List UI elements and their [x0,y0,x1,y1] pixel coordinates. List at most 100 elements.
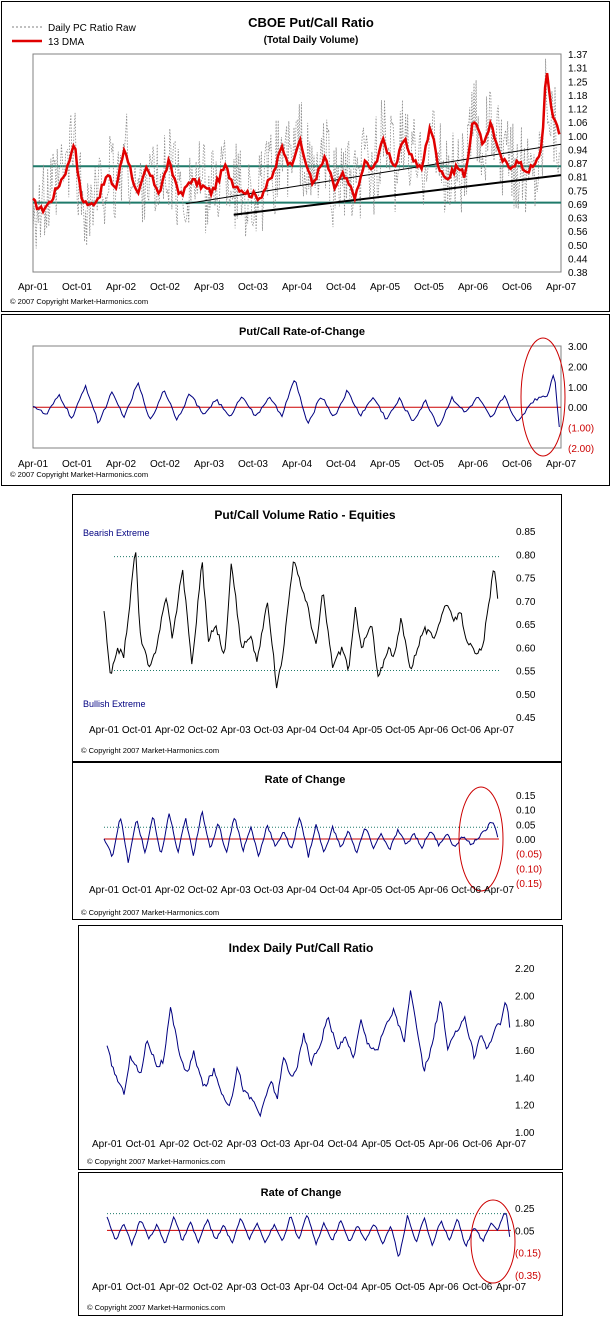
y-tick-label: 1.40 [515,1073,535,1084]
cboe-chart-panel: Daily PC Ratio Raw 13 DMA CBOE Put/Call … [1,1,610,312]
x-tick-label: Apr-05 [352,885,382,896]
y-tick-label: 0.55 [516,667,536,678]
y-tick-label: (0.15) [516,879,542,890]
x-tick-label: Apr-07 [496,1139,526,1150]
chart-title: Index Daily Put/Call Ratio [229,941,374,955]
copyright: © Copyright 2007 Market-Harmonics.com [81,746,219,755]
x-tick-label: Apr-04 [294,1282,324,1293]
x-tick-label: Oct-05 [395,1139,425,1150]
x-tick-label: Apr-06 [458,282,488,293]
legend-raw-label: Daily PC Ratio Raw [48,23,137,34]
y-tick-label: 1.80 [515,1019,535,1030]
highlight-ellipse [458,786,504,892]
y-tick-label: 1.00 [568,132,588,143]
y-tick-label: 0.00 [516,835,536,846]
x-tick-label: Oct-04 [319,725,349,736]
highlight-ellipse [520,337,566,457]
chart-title: Rate of Change [265,774,346,786]
x-tick-label: Apr-01 [18,282,48,293]
index-roc-svg: Rate of Change 0.250.05(0.15)(0.35)Apr-0… [87,1187,541,1312]
x-tick-label: Apr-07 [484,725,514,736]
x-tick-label: Apr-01 [89,885,119,896]
y-tick-label: 2.00 [515,991,535,1002]
y-tick-label: 0.45 [516,713,536,724]
y-tick-label: (0.35) [515,1271,541,1282]
series-line [103,809,499,863]
y-tick-label: 0.65 [516,620,536,631]
series-line [106,990,511,1118]
y-tick-label: 3.00 [568,342,588,353]
y-tick-label: (0.10) [516,864,542,875]
x-tick-label: Apr-06 [458,459,488,470]
chart-title: CBOE Put/Call Ratio [248,15,374,30]
y-tick-label: 1.31 [568,64,588,75]
x-tick-label: Oct-05 [395,1282,425,1293]
x-tick-label: Apr-06 [429,1139,459,1150]
y-tick-label: 0.60 [516,643,536,654]
x-tick-label: Apr-01 [92,1139,122,1150]
x-tick-label: Apr-05 [361,1282,391,1293]
x-tick-label: Oct-05 [414,282,444,293]
x-tick-label: Oct-03 [260,1282,290,1293]
y-tick-label: 1.00 [515,1128,535,1139]
y-tick-label: 2.20 [515,964,535,975]
plot-area [32,345,562,449]
x-tick-label: Oct-06 [462,1139,492,1150]
plot-area [32,53,562,273]
y-tick-label: 0.44 [568,254,588,265]
equities-roc-panel: Rate of Change 0.15 0.10 0.05 0.00 (0.05) (0.… [72,762,562,920]
x-tick-label: Oct-01 [62,459,92,470]
x-tick-label: Apr-02 [106,282,136,293]
y-tick-label: 1.18 [568,91,588,102]
cboe-chart-svg: Daily PC Ratio Raw 13 DMA CBOE Put/Call … [10,15,588,306]
y-tick-label: 0.85 [516,527,536,538]
x-tick-label: Oct-02 [188,885,218,896]
series-line [106,1212,511,1258]
x-tick-label: Apr-05 [352,725,382,736]
y-tick-label: 0.87 [568,159,588,170]
x-tick-label: Oct-01 [126,1139,156,1150]
series-line [32,373,560,428]
x-tick-label: Apr-03 [221,885,251,896]
x-tick-label: Oct-03 [260,1139,290,1150]
x-tick-label: Oct-06 [502,459,532,470]
x-tick-label: Apr-04 [282,282,312,293]
y-tick-label: 0.75 [516,574,536,585]
y-tick-label: 0.81 [568,173,588,184]
x-tick-label: Oct-03 [238,459,268,470]
y-tick-label: 0.05 [515,1226,535,1237]
x-tick-label: Apr-01 [89,725,119,736]
chart-title: Put/Call Volume Ratio - Equities [214,508,395,522]
y-tick-label: 1.25 [568,77,588,88]
bullish-extreme-label: Bullish Extreme [83,699,146,709]
copyright: © 2007 Copyright Market-Harmonics.com [10,297,148,306]
copyright: © Copyright 2007 Market-Harmonics.com [87,1303,225,1312]
x-tick-label: Oct-04 [326,282,356,293]
y-tick-label: 0.10 [516,806,536,817]
x-tick-label: Oct-02 [193,1282,223,1293]
chart-subtitle: (Total Daily Volume) [264,35,359,46]
index-chart-panel: Index Daily Put/Call Ratio 2.20 2.00 1.80 1… [78,925,563,1170]
y-tick-label: 1.12 [568,105,588,116]
x-tick-label: Oct-02 [150,282,180,293]
x-tick-label: Apr-06 [429,1282,459,1293]
y-tick-label: 0.15 [516,791,536,802]
x-tick-label: Oct-06 [502,282,532,293]
y-tick-label: 1.37 [568,50,588,61]
x-tick-label: Oct-03 [254,885,284,896]
x-tick-label: Apr-02 [106,459,136,470]
y-tick-label: 1.60 [515,1046,535,1057]
x-tick-label: Apr-07 [546,459,576,470]
y-tick-label: 1.00 [568,383,588,394]
y-tick-label: 0.80 [516,550,536,561]
y-tick-label: 0.69 [568,200,588,211]
x-tick-label: Oct-03 [238,282,268,293]
x-tick-label: Apr-03 [194,282,224,293]
y-tick-label: 0.38 [568,268,588,279]
x-tick-label: Oct-01 [62,282,92,293]
x-tick-label: Oct-04 [319,885,349,896]
x-tick-label: Apr-07 [546,282,576,293]
y-tick-label: 0.50 [516,690,536,701]
index-chart-svg: Index Daily Put/Call Ratio 2.20 2.00 1.80 1… [87,941,535,1166]
x-tick-label: Apr-03 [227,1282,257,1293]
